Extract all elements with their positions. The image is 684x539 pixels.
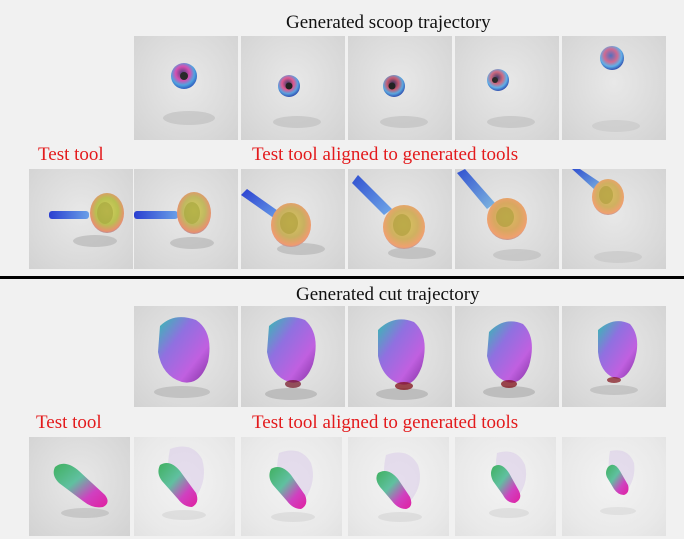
cut-aligned-tool-frame-5 <box>562 437 666 536</box>
cut-test-tool-frame <box>29 437 130 536</box>
cut-trajectory-frame-5 <box>562 306 666 407</box>
scoop-trajectory-frame-5 <box>562 36 666 140</box>
cut-aligned-tools-label: Test tool aligned to generated tools <box>252 412 519 433</box>
scoop-test-tool-label: Test tool <box>38 144 104 165</box>
cut-aligned-tool-frame-1 <box>134 437 235 536</box>
cut-test-tool-label: Test tool <box>36 412 102 433</box>
scoop-aligned-tool-frame-1 <box>134 169 238 269</box>
cut-aligned-tool-frame-4 <box>455 437 556 536</box>
scoop-aligned-tools-label: Test tool aligned to generated tools <box>252 144 519 165</box>
cut-trajectory-title: Generated cut trajectory <box>296 284 480 305</box>
scoop-aligned-tool-frame-2 <box>241 169 345 269</box>
cut-trajectory-frame-3 <box>348 306 452 407</box>
cut-trajectory-frame-1 <box>134 306 238 407</box>
cut-trajectory-frame-4 <box>455 306 559 407</box>
scoop-trajectory-frame-1 <box>134 36 238 140</box>
scoop-trajectory-title: Generated scoop trajectory <box>286 12 491 33</box>
scoop-aligned-tool-frame-4 <box>455 169 559 269</box>
scoop-aligned-tool-frame-3 <box>348 169 452 269</box>
scoop-trajectory-frame-3 <box>348 36 452 140</box>
cut-aligned-tool-frame-3 <box>348 437 449 536</box>
section-divider <box>0 276 684 279</box>
scoop-aligned-tool-frame-5 <box>562 169 666 269</box>
cut-aligned-tool-frame-2 <box>241 437 342 536</box>
cut-trajectory-frame-2 <box>241 306 345 407</box>
scoop-trajectory-frame-4 <box>455 36 559 140</box>
scoop-test-tool-frame <box>29 169 133 269</box>
scoop-trajectory-frame-2 <box>241 36 345 140</box>
